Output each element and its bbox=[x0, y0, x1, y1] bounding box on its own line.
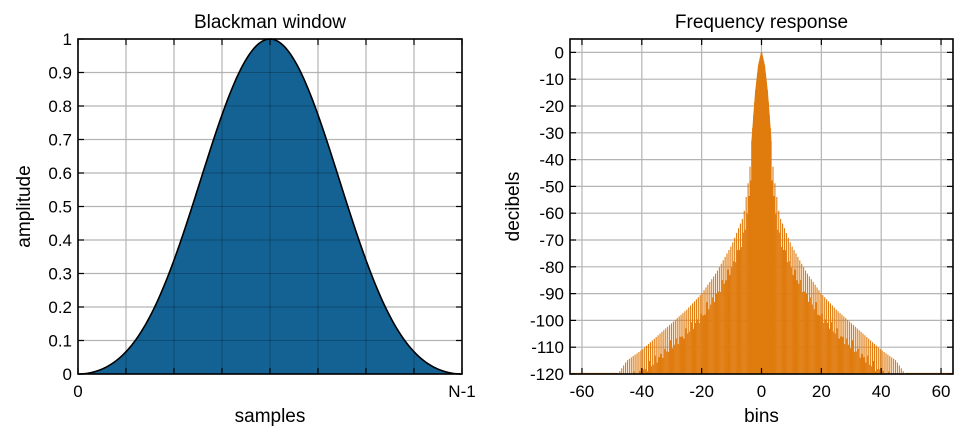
y-tick-label: -70 bbox=[539, 231, 564, 250]
frequency-response-chart: 0 -10 -20 -30 -40 -50 -60 -70 -80 -90 -100 -110 -120… bbox=[503, 12, 954, 427]
y-axis-label: amplitude bbox=[14, 165, 35, 247]
chart-title: Blackman window bbox=[194, 12, 346, 33]
x-tick-label: 0 bbox=[757, 382, 766, 401]
x-tick-label: -60 bbox=[570, 382, 595, 401]
y-tick-label: -20 bbox=[539, 97, 564, 116]
y-tick-label: 1 bbox=[63, 30, 72, 49]
y-tick-label: 0.9 bbox=[48, 64, 72, 83]
y-tick-label: 0.2 bbox=[48, 298, 72, 317]
plot-area bbox=[570, 52, 953, 375]
x-tick-label: 40 bbox=[872, 382, 891, 401]
window-area bbox=[78, 39, 462, 374]
main-lobe bbox=[751, 52, 772, 375]
y-tick-label: 0.5 bbox=[48, 198, 72, 217]
y-tick-label: 0.1 bbox=[48, 332, 72, 351]
y-axis-label: decibels bbox=[503, 172, 524, 242]
x-tick-label: 0 bbox=[73, 382, 82, 401]
y-tick-label: 0.7 bbox=[48, 131, 72, 150]
y-tick-label: -100 bbox=[530, 311, 564, 330]
y-tick-label: -60 bbox=[539, 204, 564, 223]
y-tick-label: -40 bbox=[539, 151, 564, 170]
blackman-window-chart: 0 0.1 0.2 0.3 0.4 0.5 0.6 0.7 0.8 0.9 1 0 N-1 Blackm… bbox=[14, 12, 476, 427]
plot-area bbox=[77, 38, 463, 375]
x-tick-label: -20 bbox=[689, 382, 714, 401]
ticks: 0 -10 -20 -30 -40 -50 -60 -70 -80 -90 -100 -110 -120… bbox=[530, 39, 953, 401]
x-axis-label: bins bbox=[744, 406, 779, 427]
y-tick-label: 0 bbox=[555, 43, 564, 62]
x-axis-label: samples bbox=[235, 406, 306, 427]
y-tick-label: 0.8 bbox=[48, 97, 72, 116]
y-tick-label: 0.6 bbox=[48, 164, 72, 183]
x-tick-label: 60 bbox=[932, 382, 951, 401]
ticks: 0 0.1 0.2 0.3 0.4 0.5 0.6 0.7 0.8 0.9 1 0 N-1 bbox=[48, 30, 475, 401]
y-tick-label: -90 bbox=[539, 285, 564, 304]
y-tick-label: -120 bbox=[530, 365, 564, 384]
y-tick-label: -80 bbox=[539, 258, 564, 277]
x-tick-label: 20 bbox=[812, 382, 831, 401]
y-tick-label: 0.4 bbox=[48, 231, 72, 250]
y-tick-label: -110 bbox=[531, 338, 564, 357]
y-tick-label: -10 bbox=[539, 70, 564, 89]
chart-title: Frequency response bbox=[675, 12, 848, 33]
y-tick-label: 0.3 bbox=[48, 265, 72, 284]
y-tick-label: -30 bbox=[539, 124, 564, 143]
x-tick-label: N-1 bbox=[448, 382, 475, 401]
y-tick-label: 0 bbox=[63, 365, 72, 384]
y-tick-label: -50 bbox=[539, 177, 564, 196]
x-tick-label: -40 bbox=[630, 382, 655, 401]
